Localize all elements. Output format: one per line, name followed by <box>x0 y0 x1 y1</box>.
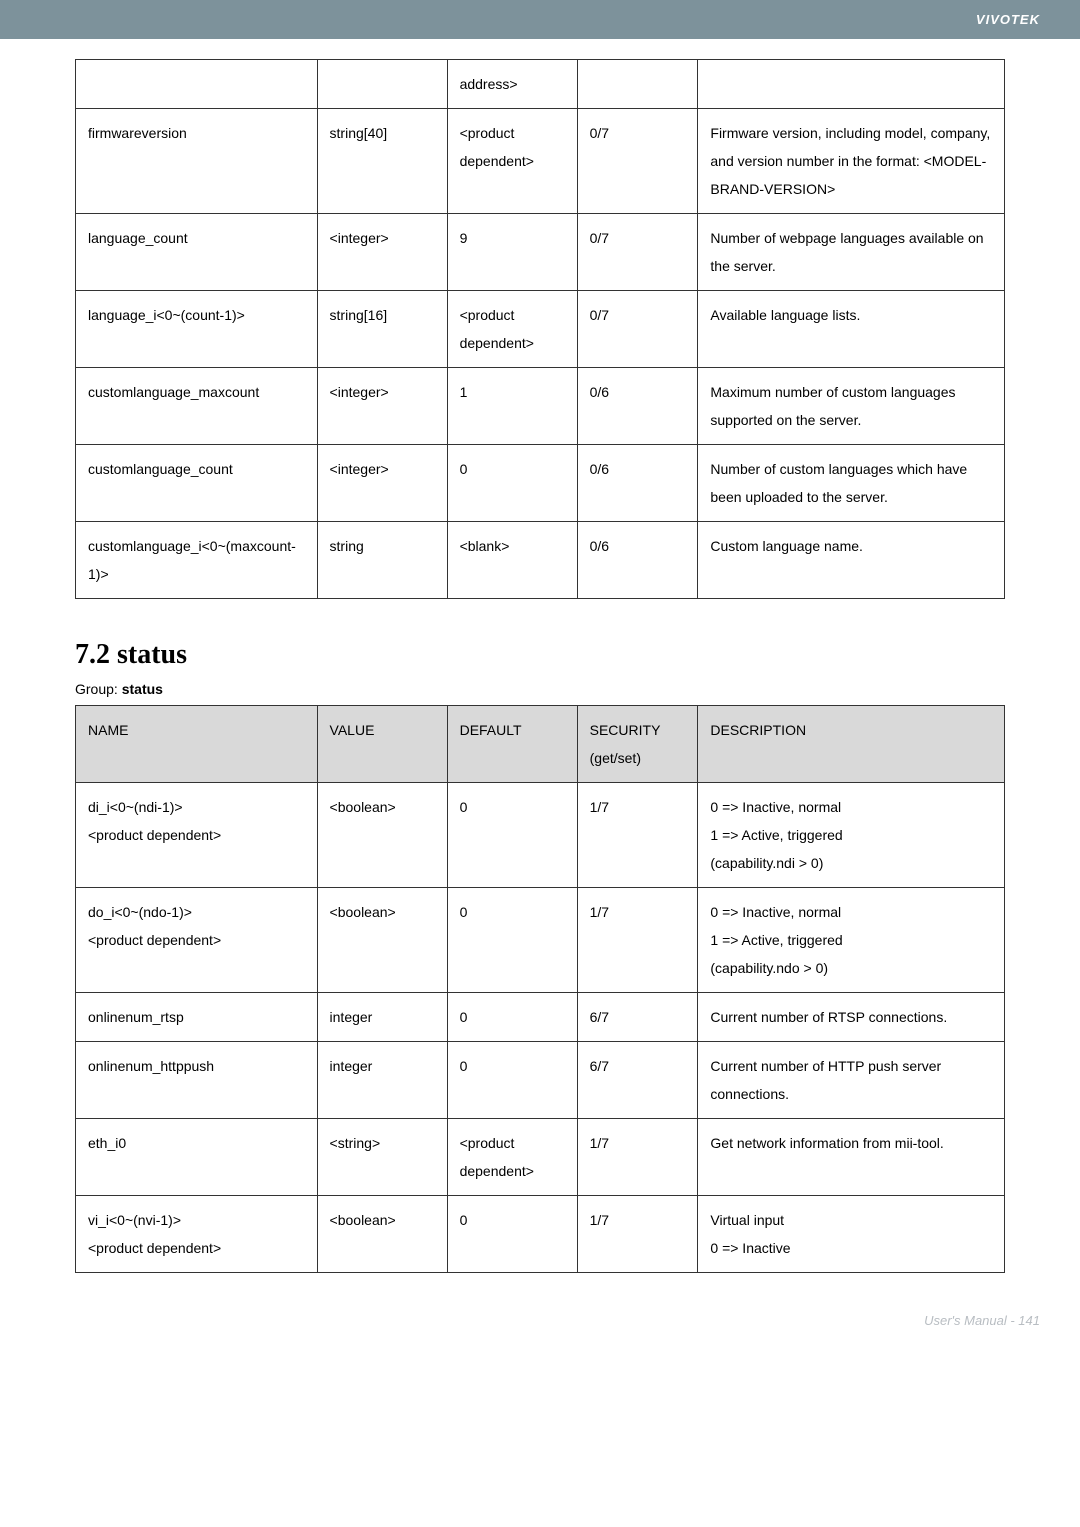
group-label: Group: status <box>75 681 1005 697</box>
cell-default: 0 <box>447 993 577 1042</box>
cell-default: 9 <box>447 214 577 291</box>
cell-default: <product dependent> <box>447 109 577 214</box>
th-value: VALUE <box>317 706 447 783</box>
cell-desc: Current number of RTSP connections. <box>698 993 1005 1042</box>
cell-value: string[16] <box>317 291 447 368</box>
cell-default: 0 <box>447 445 577 522</box>
cell-value: <integer> <box>317 214 447 291</box>
th-security: SECURITY (get/set) <box>577 706 698 783</box>
cell-name: language_count <box>76 214 318 291</box>
table-row: di_i<0~(ndi-1)> <product dependent><bool… <box>76 783 1005 888</box>
cell-desc: Available language lists. <box>698 291 1005 368</box>
table-row: firmwareversionstring[40]<product depend… <box>76 109 1005 214</box>
cell-desc: Firmware version, including model, compa… <box>698 109 1005 214</box>
cell-value: integer <box>317 993 447 1042</box>
cell-sec: 1/7 <box>577 1196 698 1273</box>
cell-default: 0 <box>447 783 577 888</box>
cell-desc: Get network information from mii-tool. <box>698 1119 1005 1196</box>
cell-default: <product dependent> <box>447 291 577 368</box>
cell-value: <integer> <box>317 368 447 445</box>
cell-desc: Virtual input 0 => Inactive <box>698 1196 1005 1273</box>
cell-sec: 6/7 <box>577 993 698 1042</box>
cell-sec: 1/7 <box>577 783 698 888</box>
cell-desc: Current number of HTTP push server conne… <box>698 1042 1005 1119</box>
cell-value: <integer> <box>317 445 447 522</box>
cell-desc: Number of custom languages which have be… <box>698 445 1005 522</box>
cell-name: customlanguage_maxcount <box>76 368 318 445</box>
cell-desc <box>698 60 1005 109</box>
header-bar: VIVOTEK <box>0 0 1080 39</box>
cell-value: <boolean> <box>317 783 447 888</box>
cell-default: <blank> <box>447 522 577 599</box>
cell-name: onlinenum_httppush <box>76 1042 318 1119</box>
cell-sec: 0/7 <box>577 109 698 214</box>
content-area: address>firmwareversionstring[40]<produc… <box>0 39 1080 1273</box>
th-default: DEFAULT <box>447 706 577 783</box>
table-row: eth_i0<string><product dependent>1/7Get … <box>76 1119 1005 1196</box>
cell-name: language_i<0~(count-1)> <box>76 291 318 368</box>
group-prefix: Group: <box>75 681 122 697</box>
cell-name <box>76 60 318 109</box>
table-row: customlanguage_maxcount<integer>10/6Maxi… <box>76 368 1005 445</box>
footer-text: User's Manual - 141 <box>924 1313 1040 1328</box>
th-name: NAME <box>76 706 318 783</box>
table-row: customlanguage_i<0~(maxcount-1)>string<b… <box>76 522 1005 599</box>
table-row: do_i<0~(ndo-1)> <product dependent><bool… <box>76 888 1005 993</box>
cell-value <box>317 60 447 109</box>
cell-default: <product dependent> <box>447 1119 577 1196</box>
cell-sec: 0/7 <box>577 214 698 291</box>
cell-value: <boolean> <box>317 1196 447 1273</box>
cell-name: customlanguage_count <box>76 445 318 522</box>
cell-desc: Number of webpage languages available on… <box>698 214 1005 291</box>
cell-name: do_i<0~(ndo-1)> <product dependent> <box>76 888 318 993</box>
status-table: NAME VALUE DEFAULT SECURITY (get/set) DE… <box>75 705 1005 1273</box>
cell-desc: Custom language name. <box>698 522 1005 599</box>
section-title: 7.2 status <box>75 639 1005 671</box>
th-desc: DESCRIPTION <box>698 706 1005 783</box>
cell-sec: 0/6 <box>577 445 698 522</box>
table-row: language_count<integer>90/7Number of web… <box>76 214 1005 291</box>
cell-default: 0 <box>447 1196 577 1273</box>
cell-value: string <box>317 522 447 599</box>
table-row: customlanguage_count<integer>00/6Number … <box>76 445 1005 522</box>
cell-name: customlanguage_i<0~(maxcount-1)> <box>76 522 318 599</box>
cell-name: eth_i0 <box>76 1119 318 1196</box>
cell-sec: 0/7 <box>577 291 698 368</box>
cell-default: 0 <box>447 1042 577 1119</box>
brand-label: VIVOTEK <box>976 12 1040 27</box>
cell-name: vi_i<0~(nvi-1)> <product dependent> <box>76 1196 318 1273</box>
cell-default: address> <box>447 60 577 109</box>
cell-sec: 0/6 <box>577 522 698 599</box>
cell-default: 1 <box>447 368 577 445</box>
table-row: language_i<0~(count-1)>string[16]<produc… <box>76 291 1005 368</box>
table-row: onlinenum_rtspinteger06/7Current number … <box>76 993 1005 1042</box>
cell-name: di_i<0~(ndi-1)> <product dependent> <box>76 783 318 888</box>
cell-name: firmwareversion <box>76 109 318 214</box>
cell-value: <boolean> <box>317 888 447 993</box>
cell-value: integer <box>317 1042 447 1119</box>
group-value: status <box>122 681 163 697</box>
cell-sec: 1/7 <box>577 888 698 993</box>
cell-sec <box>577 60 698 109</box>
table-row: onlinenum_httppushinteger06/7Current num… <box>76 1042 1005 1119</box>
table-row: vi_i<0~(nvi-1)> <product dependent><bool… <box>76 1196 1005 1273</box>
cell-value: <string> <box>317 1119 447 1196</box>
parameters-table-1: address>firmwareversionstring[40]<produc… <box>75 59 1005 599</box>
table-row: address> <box>76 60 1005 109</box>
cell-default: 0 <box>447 888 577 993</box>
cell-sec: 6/7 <box>577 1042 698 1119</box>
cell-desc: 0 => Inactive, normal 1 => Active, trigg… <box>698 783 1005 888</box>
cell-value: string[40] <box>317 109 447 214</box>
cell-sec: 0/6 <box>577 368 698 445</box>
footer: User's Manual - 141 <box>0 1283 1080 1348</box>
cell-desc: Maximum number of custom languages suppo… <box>698 368 1005 445</box>
cell-desc: 0 => Inactive, normal 1 => Active, trigg… <box>698 888 1005 993</box>
cell-name: onlinenum_rtsp <box>76 993 318 1042</box>
cell-sec: 1/7 <box>577 1119 698 1196</box>
